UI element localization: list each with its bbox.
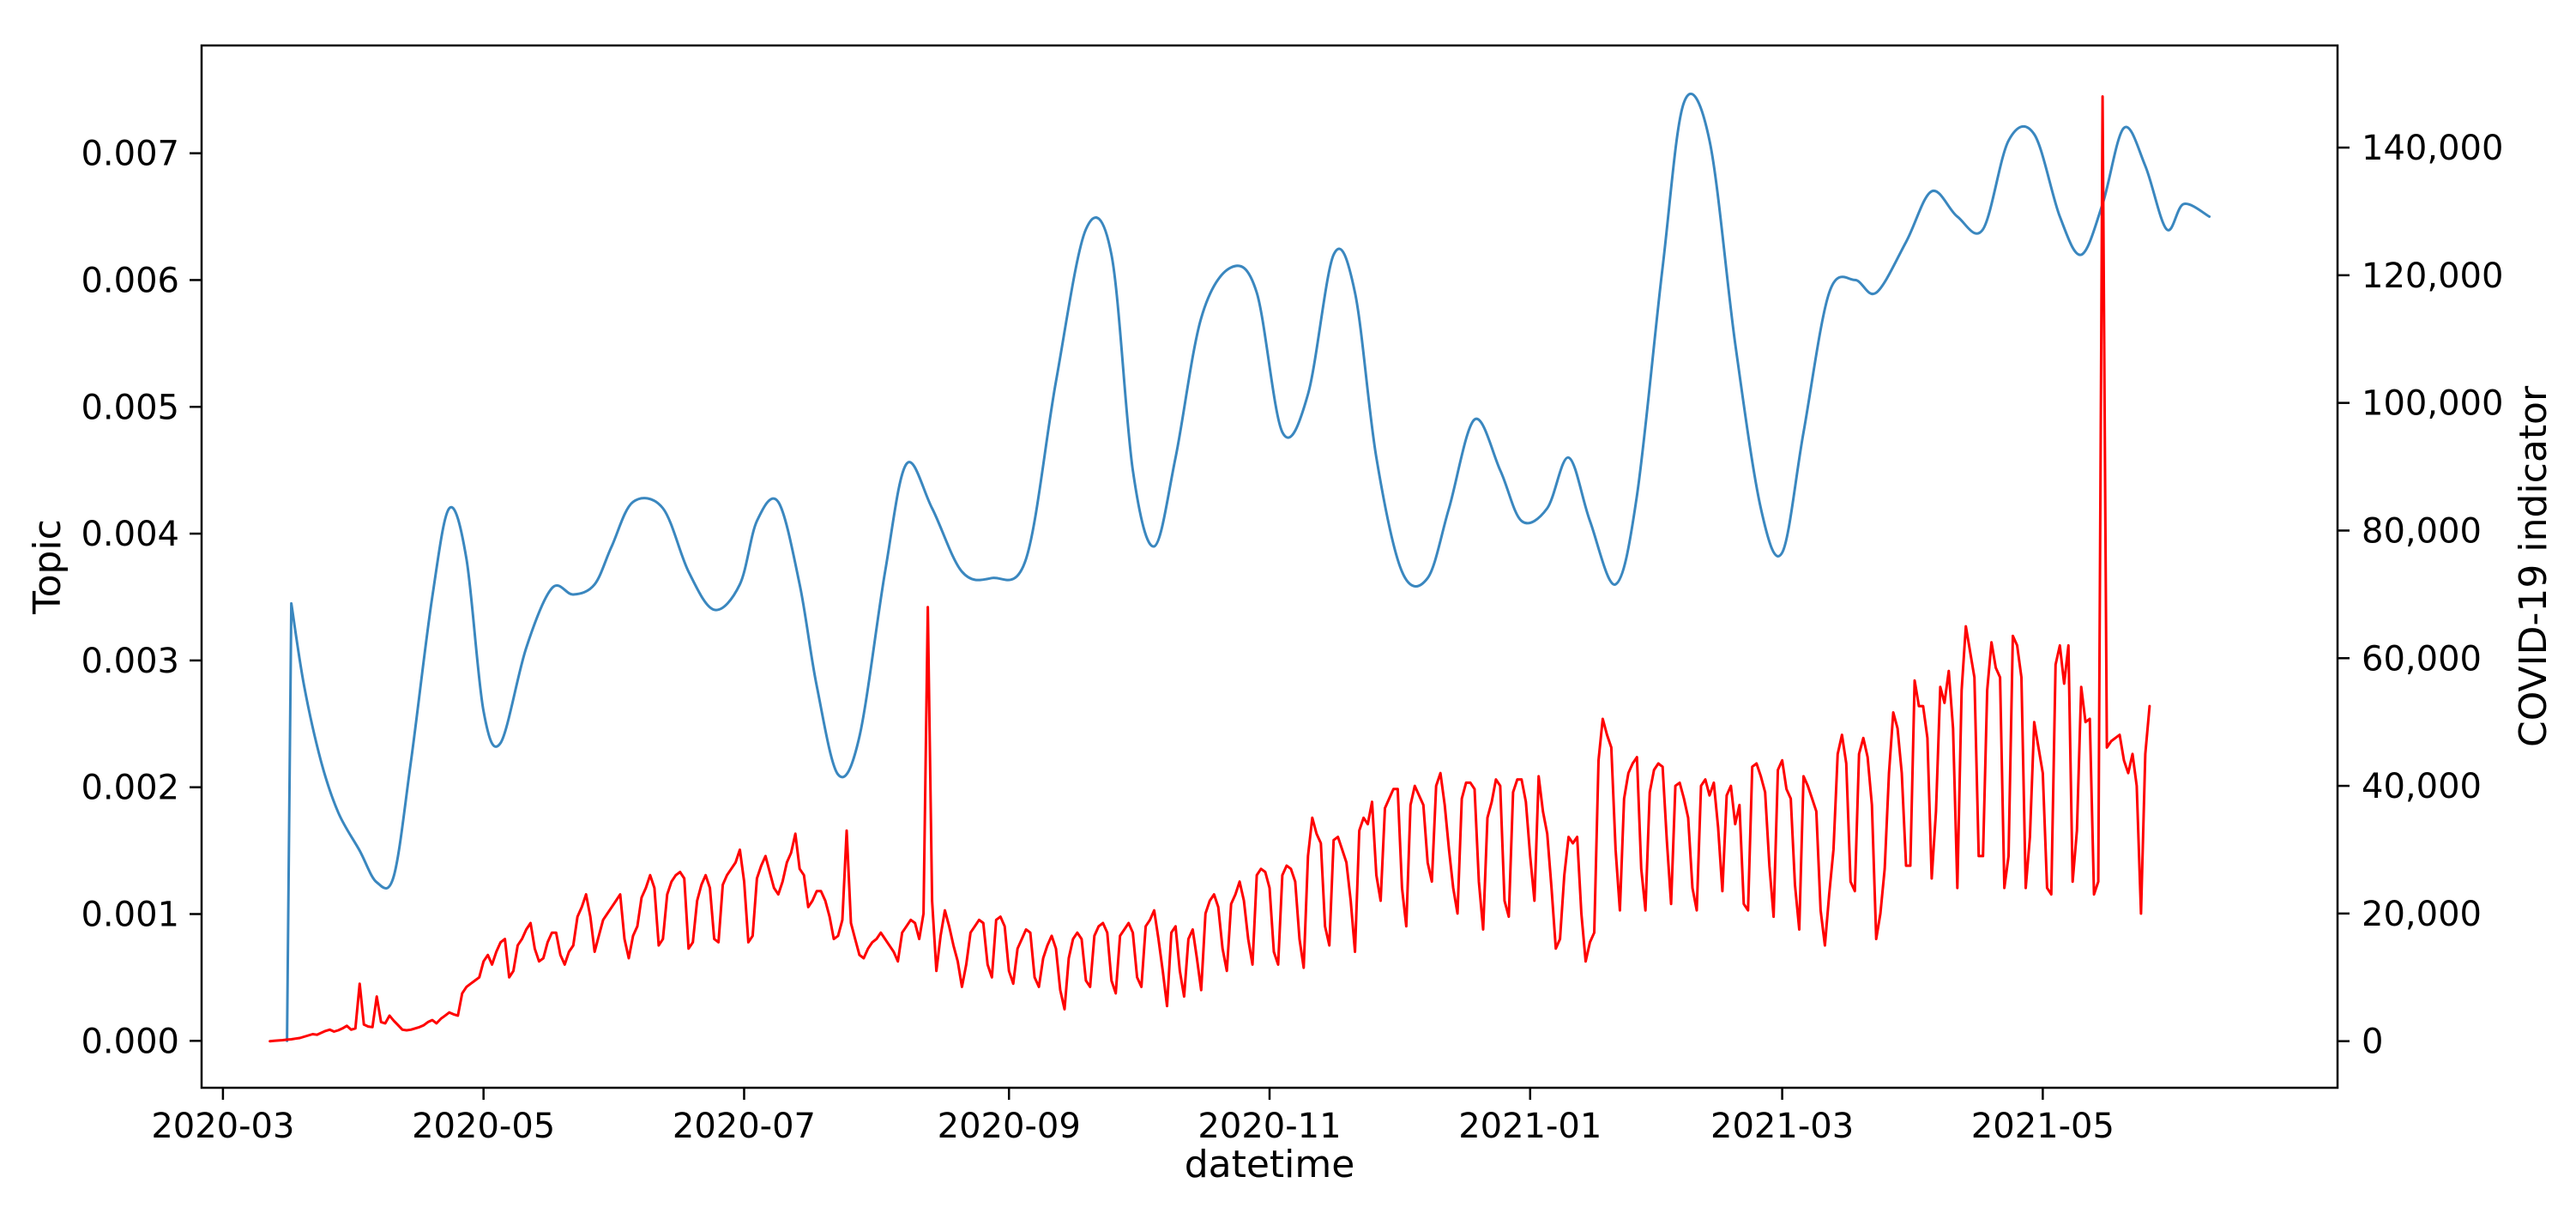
topic-series-line-group	[286, 92, 2211, 1042]
y2-tick-label: 120,000	[2362, 256, 2503, 296]
covid-series-line-group	[268, 95, 2151, 1043]
topic-series-line	[286, 92, 2211, 1042]
y2-tick-label: 140,000	[2362, 129, 2503, 168]
y-tick-label: 0.007	[81, 135, 179, 174]
x-tick-label: 2020-09	[938, 1107, 1081, 1146]
covid-indicator-series-line	[268, 95, 2151, 1043]
y-tick-label: 0.003	[81, 642, 179, 681]
y-tick-label: 0.005	[81, 388, 179, 427]
y2-tick-label: 80,000	[2362, 511, 2482, 551]
x-tick-label: 2020-07	[673, 1107, 816, 1146]
x-tick-label: 2021-05	[1971, 1107, 2114, 1146]
y2-tick-label: 0	[2362, 1023, 2383, 1062]
plot-frame	[200, 44, 2339, 1089]
x-tick-label: 2021-03	[1710, 1107, 1854, 1146]
y-axis-left-title: Topic	[26, 519, 69, 615]
x-tick-label: 2021-01	[1458, 1107, 1602, 1146]
y-tick-label: 0.000	[81, 1022, 179, 1061]
y-axis-right-ticks: 0 20,000 40,000 60,000 80,000 100,000 120,000 1…	[2338, 129, 2503, 1062]
x-tick-label: 2020-11	[1198, 1107, 1341, 1146]
y-axis-right-title: COVID-19 indicator	[2512, 385, 2555, 747]
y-tick-label: 0.002	[81, 769, 179, 808]
x-axis-ticks: 2020-03 2020-05 2020-07 2020-09 2020-11 2021-…	[151, 1088, 2114, 1146]
y2-tick-label: 20,000	[2362, 895, 2482, 934]
x-tick-label: 2020-03	[151, 1107, 294, 1146]
y-tick-label: 0.006	[81, 261, 179, 300]
x-tick-label: 2020-05	[412, 1107, 555, 1146]
y2-tick-label: 40,000	[2362, 767, 2482, 806]
y-tick-label: 0.004	[81, 515, 179, 554]
y2-tick-label: 60,000	[2362, 639, 2482, 679]
y2-tick-label: 100,000	[2362, 384, 2503, 424]
y-tick-label: 0.001	[81, 896, 179, 935]
y-axis-left-ticks: 0.000 0.001 0.002 0.003 0.004 0.005 0.006 0.007	[81, 135, 202, 1061]
x-axis-title: datetime	[1185, 1143, 1355, 1186]
